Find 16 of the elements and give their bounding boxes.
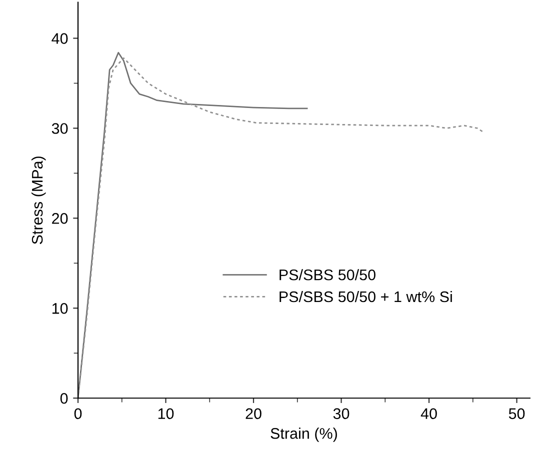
x-tick-label: 0 — [74, 408, 82, 420]
y-tick-label: 10 — [52, 303, 68, 314]
x-tick-label: 50 — [508, 408, 525, 420]
line-series — [78, 57, 485, 398]
legend-label: PS/SBS 50/50 + 1 wt% Si — [280, 290, 452, 302]
y-tick-label: 20 — [52, 213, 68, 224]
y-tick-label: 30 — [52, 123, 68, 134]
y-tick-label: 40 — [52, 33, 68, 44]
y-axis-title: Stress (MPa) — [32, 156, 46, 244]
x-tick-label: 30 — [333, 408, 350, 420]
y-tick-label: 0 — [60, 392, 68, 404]
legend-label: PS/SBS 50/50 — [280, 269, 376, 280]
x-tick-label: 10 — [158, 408, 174, 420]
x-tick-label: 40 — [420, 408, 437, 420]
x-axis-title: Strain (%) — [270, 428, 337, 442]
x-tick-label: 20 — [246, 408, 262, 420]
